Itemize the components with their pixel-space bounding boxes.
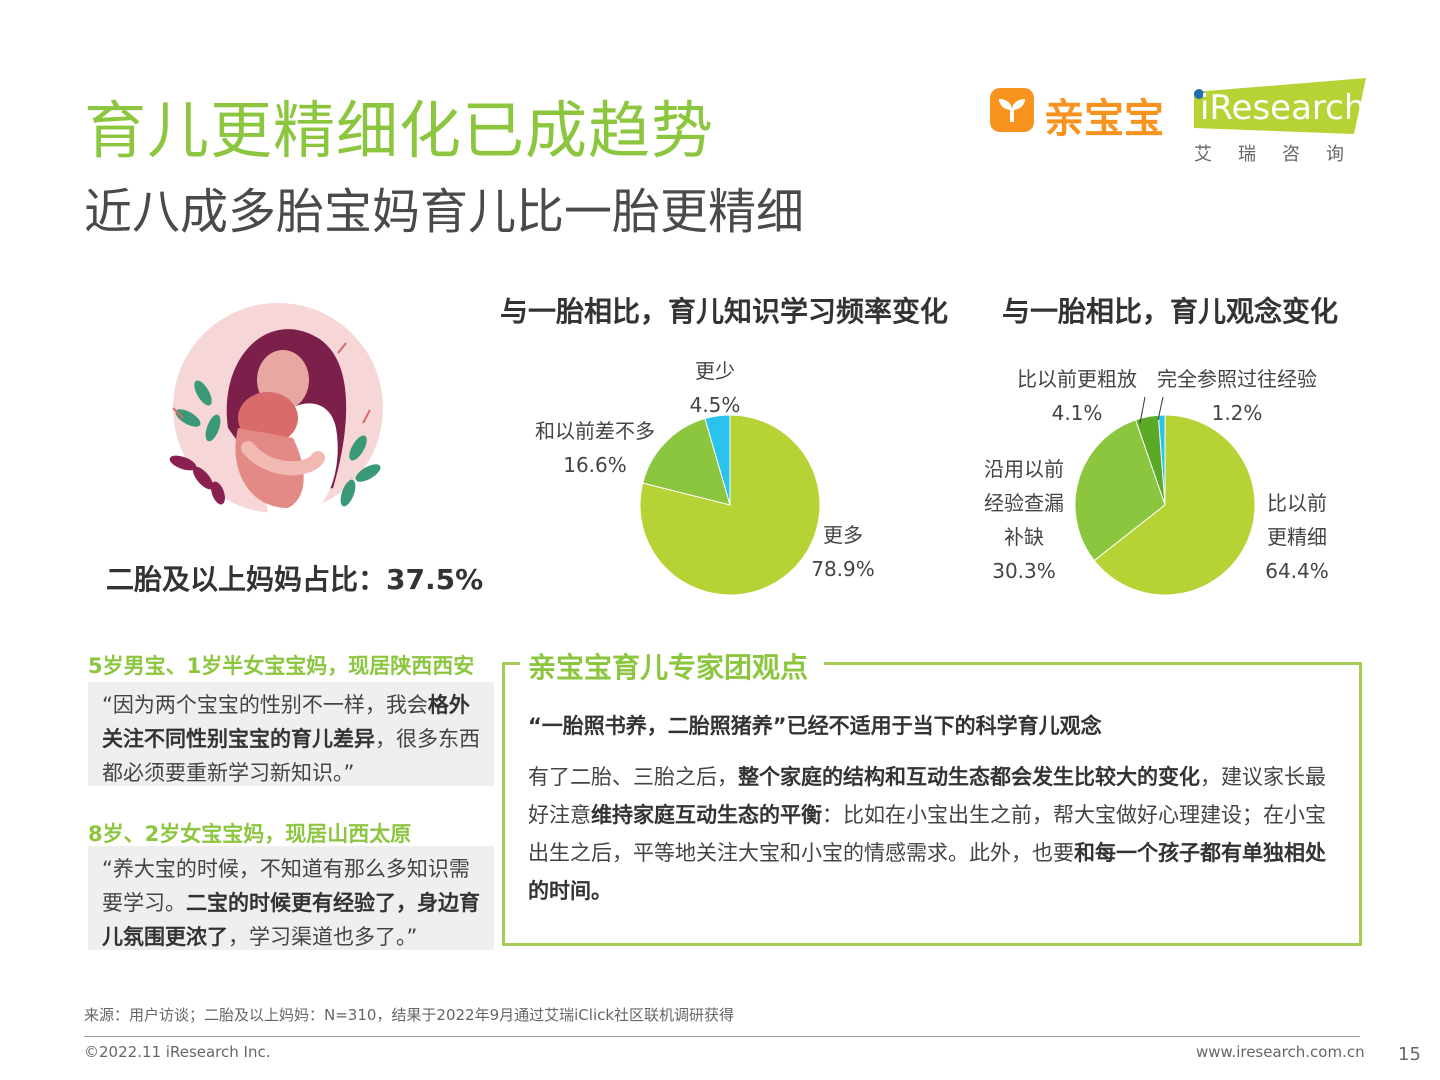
- chart1-label-less: 更少 4.5%: [689, 359, 741, 417]
- quote2-person: 8岁、2岁女宝宝妈，现居山西太原: [88, 822, 412, 846]
- chart2-label-coarse: 比以前更粗放 4.1%: [1017, 367, 1137, 425]
- chart2-slice-0: [1093, 414, 1256, 596]
- chart2-leader-fullref: [1157, 396, 1164, 421]
- website-link[interactable]: www.iresearch.com.cn: [1196, 1043, 1365, 1061]
- chart1-pie: [639, 414, 821, 596]
- qinbaobao-logo: 亲宝宝: [990, 86, 1170, 142]
- chart2-label-fullref: 完全参照过往经验 1.2%: [1157, 367, 1317, 425]
- page-number: 15: [1398, 1044, 1421, 1065]
- expert-title: 亲宝宝育儿专家团观点: [528, 651, 809, 684]
- iresearch-logo-text: iResearch: [1200, 88, 1366, 128]
- chart2-leader-coarse: [1139, 396, 1146, 424]
- mother-child-illustration: [158, 298, 388, 538]
- iresearch-logo: iResearch 艾瑞咨询: [1190, 78, 1370, 168]
- chart1-title: 与一胎相比，育儿知识学习频率变化: [500, 295, 949, 328]
- chart1-slice-0: [639, 414, 821, 596]
- quote1-person: 5岁男宝、1岁半女宝宝妈，现居陕西西安: [88, 654, 475, 678]
- expert-headline: “一胎照书养，二胎照猪养”已经不适用于当下的科学育儿观念: [528, 714, 1102, 738]
- quote2-text: “养大宝的时候，不知道有那么多知识需要学习。二宝的时候更有经验了，身边育儿氛围更…: [88, 846, 494, 950]
- chart2-pie: [1074, 396, 1256, 596]
- second-child-ratio: 二胎及以上妈妈占比：37.5%: [106, 563, 484, 596]
- footer-divider: [84, 1036, 1360, 1037]
- chart2-label-reuse: 沿用以前 经验查漏 补缺 30.3%: [984, 457, 1064, 583]
- qinbaobao-logo-text: 亲宝宝: [1044, 96, 1164, 142]
- source-note: 来源：用户访谈；二胎及以上妈妈：N=310，结果于2022年9月通过艾瑞iCli…: [84, 1006, 735, 1024]
- chart2-label-finer: 比以前 更精细 64.4%: [1265, 491, 1329, 583]
- chart2-title: 与一胎相比，育儿观念变化: [1002, 295, 1339, 328]
- quote1-text: “因为两个宝宝的性别不一样，我会格外关注不同性别宝宝的育儿差异，很多东西都必须要…: [88, 682, 494, 786]
- chart1-label-same: 和以前差不多 16.6%: [535, 419, 655, 477]
- expert-opinion-box: [502, 662, 1362, 946]
- chart2-slice-1: [1074, 419, 1166, 562]
- chart1-slice-1: [642, 417, 731, 506]
- page-subtitle: 近八成多胎宝妈育儿比一胎更精细: [84, 184, 805, 240]
- expert-title-wrap: 亲宝宝育儿专家团观点: [520, 646, 825, 686]
- iresearch-logo-cn: 艾瑞咨询: [1194, 144, 1370, 165]
- chart1-label-more: 更多 78.9%: [811, 523, 875, 581]
- page-title: 育儿更精细化已成趋势: [84, 94, 715, 167]
- copyright: ©2022.11 iResearch Inc.: [84, 1043, 271, 1061]
- sprout-icon: [990, 88, 1034, 132]
- expert-body: 有了二胎、三胎之后，整个家庭的结构和互动生态都会发生比较大的变化，建议家长最好注…: [528, 765, 1326, 903]
